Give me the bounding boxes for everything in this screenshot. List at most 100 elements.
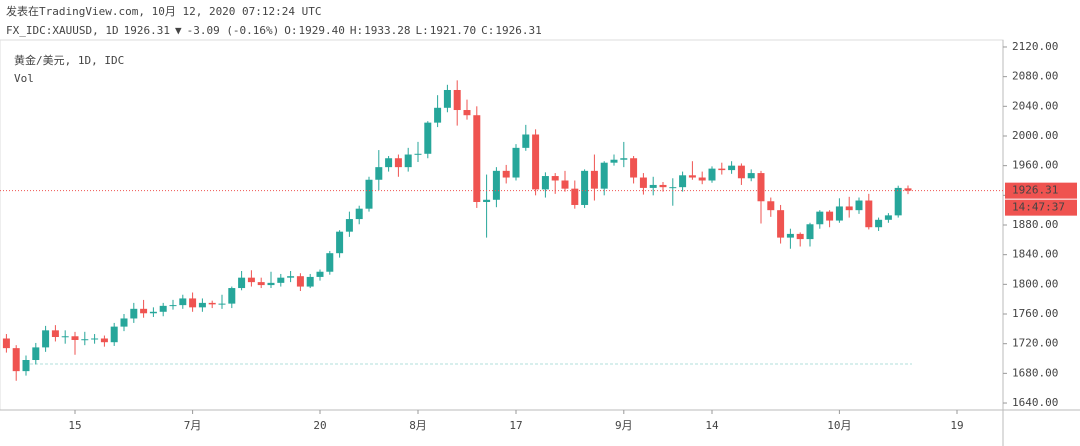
candle-body — [737, 165, 745, 179]
candle-body — [463, 110, 471, 116]
candle-body — [179, 298, 187, 306]
candle-body — [728, 165, 736, 171]
candle-body — [777, 210, 785, 238]
candle-body — [51, 330, 59, 338]
candle-body — [257, 282, 265, 286]
y-tick-label: 1840.00 — [1012, 248, 1058, 261]
x-tick-label: 14 — [705, 419, 719, 432]
candle-body — [375, 167, 383, 180]
candle-body — [630, 158, 638, 178]
candle-body — [2, 338, 10, 349]
x-tick-label: 7月 — [184, 419, 202, 432]
last-price-box — [1005, 182, 1077, 199]
candle-body — [620, 158, 628, 160]
ohlc-label: H: — [350, 24, 363, 37]
change-arrow: ▼ — [175, 24, 182, 37]
candle-body — [855, 200, 863, 211]
candle-body — [198, 302, 206, 308]
candle-body — [61, 336, 69, 338]
x-tick-label: 19 — [950, 419, 963, 432]
y-tick-label: 1960.00 — [1012, 159, 1058, 172]
candle-body — [679, 175, 687, 188]
y-tick-label: 2000.00 — [1012, 129, 1058, 142]
candle-body — [581, 170, 589, 205]
y-tick-label: 1800.00 — [1012, 277, 1058, 290]
candle-body — [590, 170, 598, 189]
countdown: 14:47:37 — [1012, 201, 1065, 214]
candle-body — [708, 168, 716, 181]
candle-body — [757, 173, 765, 202]
y-tick-label: 1640.00 — [1012, 396, 1058, 409]
candle-body — [669, 187, 677, 189]
candle-body — [277, 277, 285, 283]
x-tick-label: 17 — [509, 419, 522, 432]
ohlc-label: O: — [284, 24, 297, 37]
candle-body — [42, 330, 50, 348]
candle-body — [326, 253, 334, 272]
candle-body — [786, 233, 794, 238]
candle-body — [169, 305, 177, 307]
ohlc-value: 1933.28 — [364, 24, 410, 37]
candle-body — [845, 206, 853, 211]
candle-body — [904, 188, 912, 191]
y-tick-label: 1720.00 — [1012, 337, 1058, 350]
candle-body — [316, 271, 324, 277]
candle-body — [91, 338, 99, 340]
candle-body — [247, 277, 255, 283]
candle-body — [218, 303, 226, 305]
y-tick-label: 2120.00 — [1012, 40, 1058, 53]
candle-body — [345, 219, 353, 232]
countdown-box — [1005, 199, 1077, 216]
ohlc-label: C: — [481, 24, 494, 37]
candle-body — [532, 134, 540, 190]
candle-body — [424, 122, 432, 154]
candle-body — [522, 134, 530, 148]
candle-body — [551, 176, 559, 181]
candle-body — [884, 215, 892, 220]
candle-body — [639, 177, 647, 188]
x-tick-label: 15 — [68, 419, 81, 432]
candle-body — [483, 199, 491, 203]
y-tick-label: 1760.00 — [1012, 307, 1058, 320]
candle-body — [561, 180, 569, 189]
candle-body — [473, 115, 481, 203]
plot-area — [0, 39, 1004, 411]
candle-body — [385, 158, 393, 168]
candle-body — [835, 206, 843, 221]
candle-body — [365, 179, 373, 209]
candle-body — [130, 308, 138, 319]
candle-body — [610, 159, 618, 163]
symbol: FX_IDC:XAUUSD, 1D — [6, 24, 119, 37]
y-tick-label: 2080.00 — [1012, 70, 1058, 83]
candle-body — [512, 147, 520, 178]
candle-body — [149, 311, 157, 314]
candle-body — [110, 326, 118, 343]
ohlc-label: L: — [416, 24, 429, 37]
candle-body — [404, 154, 412, 168]
candle-body — [502, 170, 510, 178]
candle-body — [649, 184, 657, 188]
candle-body — [659, 184, 667, 188]
candle-body — [698, 177, 706, 181]
candle-body — [443, 89, 451, 108]
candle-body — [806, 224, 814, 240]
candle-body — [414, 153, 422, 155]
candle-body — [718, 168, 726, 171]
candle-body — [688, 175, 696, 178]
candle-body — [267, 282, 275, 286]
candle-body — [453, 89, 461, 111]
candle-body — [22, 360, 30, 372]
candle-body — [434, 107, 442, 123]
y-tick-label: 1680.00 — [1012, 366, 1058, 379]
candle-body — [100, 338, 108, 343]
published: 发表在TradingView.com, 10月 12, 2020 07:12:2… — [6, 4, 322, 18]
chart-title: 黄金/美元, 1D, IDC — [14, 53, 124, 67]
candle-body — [296, 276, 304, 287]
y-tick-label: 2040.00 — [1012, 99, 1058, 112]
candle-body — [796, 233, 804, 240]
candle-body — [71, 336, 79, 340]
candle-body — [600, 162, 608, 189]
last-price: 1926.31 — [124, 24, 170, 37]
